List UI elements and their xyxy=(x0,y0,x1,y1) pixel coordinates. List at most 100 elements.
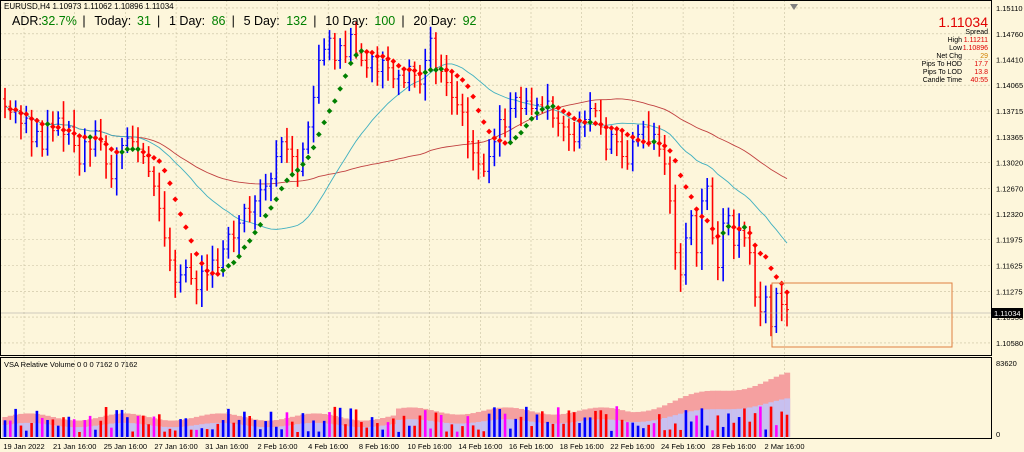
vsa-volume-bar xyxy=(354,409,358,437)
vsa-volume-bar xyxy=(748,421,752,437)
ma-fast-dot xyxy=(129,146,136,152)
x-tick-label: 22 Feb 16:00 xyxy=(610,442,654,451)
ma-fast-dot xyxy=(177,211,184,217)
vsa-volume-bar xyxy=(136,415,140,437)
x-tick-label: 2 Mar 16:00 xyxy=(764,442,804,451)
ma-fast-dot xyxy=(321,119,328,126)
ma-fast-dot xyxy=(300,161,306,168)
ma-fast-dot xyxy=(555,105,562,111)
vsa-volume-bar xyxy=(83,420,87,437)
ma-fast-dot xyxy=(773,274,780,280)
ma-fast-dot xyxy=(326,108,333,114)
vsa-volume-bar xyxy=(322,420,326,437)
ma-fast-dot xyxy=(119,149,125,155)
main-plot-frame xyxy=(0,0,992,356)
symbol-line: EURUSD,H4 1.10973 1.11062 1.10896 1.1103… xyxy=(4,2,174,11)
x-tick-label: 21 Jan 16:00 xyxy=(53,442,96,451)
vsa-volume-bar xyxy=(743,408,746,437)
vsa-volume-bar xyxy=(689,421,693,437)
ma-fast-dot xyxy=(661,143,668,149)
vsa-volume-bar xyxy=(615,406,619,437)
vsa-title: VSA Relative Volume 0 0 0 7162 0 7162 xyxy=(4,360,137,369)
vsa-volume-bar xyxy=(62,417,65,437)
ma-fast-dot xyxy=(566,111,572,117)
ma-fast-dot xyxy=(677,172,684,179)
adr-label: 5 Day: xyxy=(244,14,280,28)
vsa-volume-bar xyxy=(184,418,188,437)
ma-fast-dot xyxy=(140,149,147,155)
ma-fast-dot xyxy=(225,263,232,269)
vsa-volume-bar xyxy=(588,417,592,437)
adr-value: 100 xyxy=(374,14,395,28)
vsa-volume-bar xyxy=(647,424,650,437)
ma-fast-dot xyxy=(124,146,131,152)
vsa-volume-bar xyxy=(397,431,400,437)
ma-fast-dot xyxy=(741,224,748,231)
vsa-volume-bar xyxy=(679,429,682,437)
vsa-volume-bar xyxy=(110,427,113,437)
ma-fast-dot xyxy=(523,122,530,129)
ma-fast-dot xyxy=(257,221,264,228)
ma-fast-dot xyxy=(486,128,492,135)
adr-label: 1 Day: xyxy=(169,14,205,28)
ma-fast-dot xyxy=(571,115,578,122)
vsa-volume-bar xyxy=(189,429,193,437)
vsa-volume-bar xyxy=(120,409,124,437)
ma-fast-dot xyxy=(715,233,721,240)
ma-fast-dot xyxy=(597,121,604,128)
ma-fast-dot xyxy=(422,69,429,76)
vsa-volume-bars xyxy=(2,372,791,437)
y-tick-label: 1.13365 xyxy=(996,133,1023,142)
x-tick-label: 24 Feb 16:00 xyxy=(661,442,705,451)
vsa-volume-bar xyxy=(296,431,299,437)
ma-fast-dot xyxy=(613,126,620,132)
vsa-volume-bar xyxy=(514,418,517,437)
vsa-volume-bar xyxy=(418,415,422,437)
ma-fast-dot xyxy=(560,108,567,115)
vsa-band xyxy=(294,424,301,437)
vsa-volume-bar xyxy=(338,407,342,437)
ma-fast-dot xyxy=(273,196,280,203)
adr-separator: | xyxy=(401,14,404,28)
x-axis: 19 Jan 2022 21 Jan 16:00 25 Jan 16:00 27 Ja… xyxy=(3,442,804,451)
ma-fast-dot xyxy=(752,242,758,249)
vsa-volume-bar xyxy=(572,412,576,437)
adr-separator: | xyxy=(157,14,160,28)
ma-fast-dot xyxy=(438,66,445,72)
info-row-value: 1.11211 xyxy=(964,37,988,44)
ma-fast-dot xyxy=(230,259,237,266)
y-tick-label: 1.12320 xyxy=(996,210,1023,219)
vsa-volume-bar xyxy=(631,422,635,437)
ma-fast-dot xyxy=(709,226,716,232)
ma-fast-dot xyxy=(475,107,482,114)
ma-fast-dot xyxy=(331,98,338,104)
ma-fast-dot xyxy=(97,136,104,142)
vsa-band xyxy=(481,421,487,437)
vsa-volume-bar xyxy=(493,407,496,437)
vsa-volume-bar xyxy=(461,426,464,437)
vsa-band xyxy=(23,422,30,437)
vsa-volume-bar xyxy=(663,430,666,437)
vsa-volume-bar xyxy=(46,419,49,437)
ma-fast-dot xyxy=(746,230,753,236)
ma-fast-dot xyxy=(204,267,210,274)
vsa-band xyxy=(667,416,674,437)
vsa-volume-bar xyxy=(604,414,608,437)
vsa-volume-bar xyxy=(546,421,549,437)
vsa-volume-bar xyxy=(583,417,587,437)
x-tick-label: 16 Feb 16:00 xyxy=(509,442,553,451)
vsa-volume-bar xyxy=(780,411,783,437)
ma-fast-dot xyxy=(401,66,407,72)
vsa-volume-bar xyxy=(753,413,757,437)
ma-fast-dot xyxy=(656,140,663,147)
vsa-volume-bar xyxy=(328,412,331,437)
vsa-volume-bar xyxy=(56,425,60,437)
vsa-volume-bar xyxy=(317,431,321,437)
ma-fast-dot xyxy=(113,149,120,155)
vsa-volume-bar xyxy=(365,427,369,437)
ma-mid-line xyxy=(4,63,788,244)
chart-shift-icon[interactable] xyxy=(790,4,798,10)
